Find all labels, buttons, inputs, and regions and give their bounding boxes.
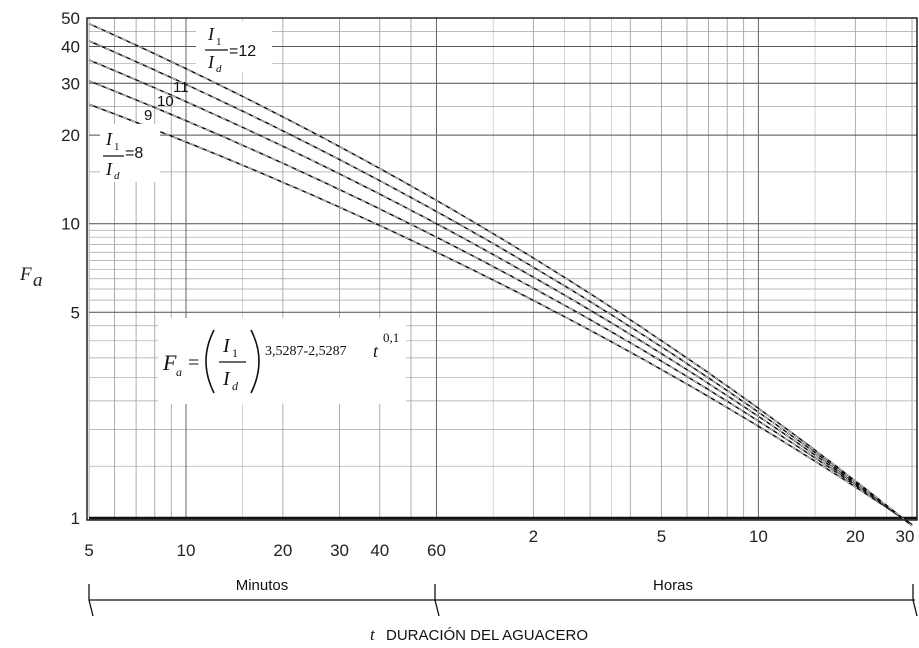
ratio-label-8-den-sub: d [114, 170, 120, 182]
ratio-label-12-den: I [207, 52, 215, 72]
ratio-label-8: I 1 I d =8 [100, 124, 160, 182]
formula-right-paren [250, 329, 260, 394]
y-axis-label-sub: a [33, 270, 43, 291]
x-tick-label-minutes: 20 [273, 541, 292, 560]
x-axis-title: DURACIÓN DEL AGUACERO [386, 627, 588, 644]
curve-ratio-8-dash [88, 103, 913, 525]
formula-equals: = [188, 352, 199, 374]
formula: F a = I 1 I d 3,5287-2,5287 t 0,1 [158, 318, 406, 404]
ratio-label-12-bg [196, 22, 272, 72]
ratio-label-12-value: =12 [229, 43, 256, 60]
duration-tick-60 [434, 584, 440, 617]
y-tick-label: 10 [61, 215, 80, 234]
x-tick-label-minutes: 30 [330, 541, 349, 560]
formula-exponent-power: 0,1 [383, 330, 399, 345]
formula-bg [158, 318, 406, 404]
y-tick-label: 50 [61, 9, 80, 28]
segment-hours-label: Horas [653, 577, 693, 594]
x-tick-label-minutes: 60 [427, 541, 446, 560]
ratio-label-12-den-sub: d [216, 63, 222, 75]
duration-tick-start [88, 584, 94, 617]
formula-den: I [222, 368, 231, 390]
formula-exponent: 3,5287-2,5287 [265, 344, 347, 359]
x-tick-label-hours: 20 [846, 527, 865, 546]
formula-left-paren [205, 329, 215, 394]
ratio-label-12: I 1 I d =12 [196, 22, 272, 75]
y-tick-label: 30 [61, 74, 80, 93]
x-tick-label-hours: 2 [529, 527, 538, 546]
x-tick-label-minutes: 40 [370, 541, 389, 560]
curve-ratio-10 [88, 59, 913, 526]
formula-lhs: F [162, 350, 177, 375]
x-tick-label-hours: 10 [749, 527, 768, 546]
y-tick-labels: 1 5 10 20 30 40 50 [61, 9, 80, 528]
curve-ratio-11-dash [88, 40, 913, 526]
curve-ratio-9 [88, 80, 913, 526]
curve-ratio-10-dash [88, 59, 913, 526]
formula-num-sub: 1 [232, 346, 238, 360]
curve-ratio-12 [88, 23, 913, 527]
formula-lhs-sub: a [176, 365, 182, 379]
series-label-9: 9 [144, 107, 152, 124]
curve-ratio-12-dash [88, 23, 913, 527]
series-label-11: 11 [173, 79, 189, 96]
plot-frame [86, 17, 918, 521]
duration-bar: Minutos Horas [88, 577, 918, 617]
x-tick-label-hours: 30 [896, 527, 915, 546]
formula-exponent-var: t [373, 341, 379, 361]
formula-num: I [222, 335, 231, 357]
series-label-10: 10 [157, 93, 174, 110]
formula-den-sub: d [232, 379, 239, 393]
curves [88, 23, 913, 527]
curve-ratio-9-dash [88, 80, 913, 526]
y-tick-label: 5 [71, 303, 80, 322]
y-tick-label: 20 [61, 126, 80, 145]
ratio-label-8-bg [100, 124, 160, 182]
x-axis-symbol: t [370, 625, 376, 644]
y-tick-label: 40 [61, 38, 80, 57]
ratio-label-12-num-sub: 1 [216, 36, 222, 48]
segment-minutes-label: Minutos [236, 577, 289, 594]
ratio-label-8-den: I [105, 159, 113, 179]
ratio-label-8-value: =8 [125, 145, 143, 162]
ratio-label-12-num: I [207, 24, 215, 44]
x-tick-label-minutes: 10 [177, 541, 196, 560]
curve-ratio-8 [88, 103, 913, 526]
duration-tick-end [912, 584, 918, 617]
ratio-label-8-num: I [105, 129, 113, 149]
y-tick-label: 1 [71, 509, 80, 528]
x-tick-label-minutes: 5 [84, 541, 93, 560]
ratio-label-8-num-sub: 1 [114, 141, 120, 153]
x-tick-labels: 5 10 20 30 40 60 2 5 10 20 30 [84, 527, 914, 560]
y-axis-label: F [19, 264, 32, 285]
x-tick-label-hours: 5 [657, 527, 666, 546]
